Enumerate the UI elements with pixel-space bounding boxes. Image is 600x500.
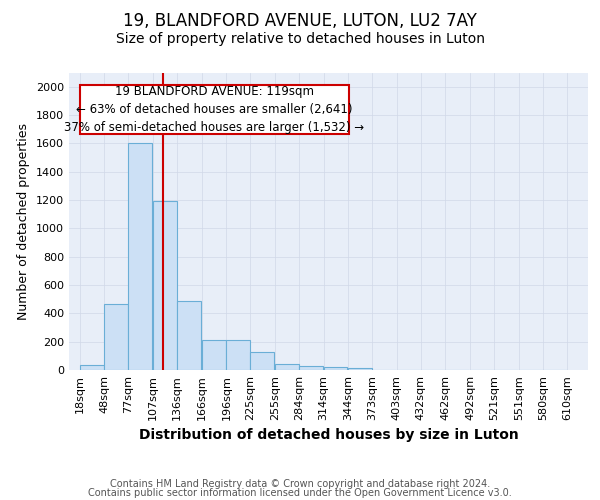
Text: Contains HM Land Registry data © Crown copyright and database right 2024.: Contains HM Land Registry data © Crown c… — [110, 479, 490, 489]
Text: 19, BLANDFORD AVENUE, LUTON, LU2 7AY: 19, BLANDFORD AVENUE, LUTON, LU2 7AY — [123, 12, 477, 30]
Y-axis label: Number of detached properties: Number of detached properties — [17, 122, 31, 320]
X-axis label: Distribution of detached houses by size in Luton: Distribution of detached houses by size … — [139, 428, 518, 442]
Bar — [275, 364, 299, 370]
Bar — [104, 304, 128, 370]
Bar — [202, 340, 226, 370]
Bar — [153, 200, 177, 370]
Bar — [177, 300, 201, 370]
FancyBboxPatch shape — [80, 85, 349, 134]
Bar — [299, 366, 323, 370]
Bar — [323, 367, 347, 370]
Bar — [348, 368, 372, 370]
Bar — [128, 144, 152, 370]
Text: Size of property relative to detached houses in Luton: Size of property relative to detached ho… — [115, 32, 485, 46]
Bar — [226, 340, 250, 370]
Bar — [250, 352, 274, 370]
Bar — [80, 365, 104, 370]
Text: 19 BLANDFORD AVENUE: 119sqm
← 63% of detached houses are smaller (2,641)
37% of : 19 BLANDFORD AVENUE: 119sqm ← 63% of det… — [64, 85, 364, 134]
Text: Contains public sector information licensed under the Open Government Licence v3: Contains public sector information licen… — [88, 488, 512, 498]
